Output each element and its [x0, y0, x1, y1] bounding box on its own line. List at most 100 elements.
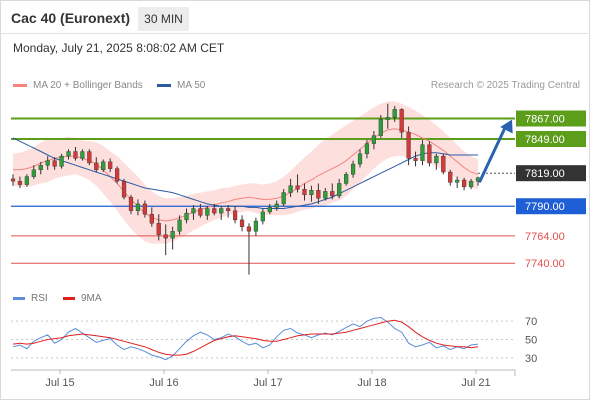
- candle: [385, 103, 390, 129]
- candle-body: [413, 158, 418, 161]
- candle-body: [260, 211, 265, 222]
- candle: [177, 215, 182, 235]
- candle-body: [274, 203, 279, 208]
- candle: [392, 105, 397, 122]
- candle: [302, 183, 307, 201]
- candle-body: [184, 212, 189, 221]
- candle: [10, 174, 16, 186]
- candle-body: [350, 163, 356, 175]
- legend-rsi: RSI: [13, 293, 48, 304]
- candle: [108, 158, 113, 173]
- candle: [434, 153, 439, 170]
- candle-body: [73, 151, 78, 159]
- candle-body: [392, 109, 397, 118]
- candle: [219, 206, 224, 220]
- candle: [253, 217, 259, 236]
- candle-body: [198, 208, 203, 216]
- candle: [128, 194, 134, 215]
- candle: [87, 149, 92, 166]
- candle: [441, 153, 446, 175]
- candle-body: [330, 191, 335, 197]
- level-tag-label: 7849.00: [525, 134, 565, 146]
- candle: [45, 156, 50, 170]
- timeframe-button[interactable]: 30 MIN: [138, 7, 189, 31]
- candle: [142, 200, 147, 218]
- level-tag-label: 7867.00: [525, 114, 565, 126]
- candle-body: [455, 179, 460, 183]
- candle: [135, 199, 141, 216]
- candle: [121, 178, 127, 200]
- candle-body: [226, 208, 231, 211]
- candle-body: [24, 176, 29, 185]
- candle-body: [399, 109, 404, 133]
- level-tag-label: 7819.00: [525, 168, 565, 180]
- rsi-swatch: [13, 296, 25, 300]
- rsi-line: [12, 316, 479, 361]
- rsi-tick-label: 50: [525, 335, 537, 347]
- candle-body: [128, 196, 134, 211]
- rsi-tick-label: 70: [525, 316, 537, 328]
- candle: [212, 203, 217, 216]
- candle-body: [468, 180, 474, 188]
- legend-ma20-label: MA 20 + Bollinger Bands: [33, 80, 143, 91]
- candle-body: [371, 135, 377, 144]
- candle-body: [163, 234, 168, 239]
- candle: [66, 149, 71, 160]
- candle: [281, 189, 286, 207]
- candle: [17, 176, 23, 188]
- candle: [330, 183, 335, 200]
- candle: [413, 151, 418, 167]
- candle-body: [142, 203, 147, 215]
- candle: [364, 140, 370, 159]
- candle: [267, 203, 272, 215]
- candle-body: [309, 190, 314, 196]
- candle: [427, 141, 432, 167]
- x-tick-label: Jul 21: [461, 377, 490, 389]
- candle-body: [427, 144, 432, 164]
- candle-body: [448, 171, 453, 183]
- candle: [59, 153, 64, 169]
- candle-body: [378, 119, 383, 136]
- candle: [198, 203, 203, 218]
- candle-body: [253, 220, 259, 232]
- header-divider: [0, 33, 590, 34]
- level-tag-label: 7764.00: [525, 231, 565, 243]
- candle: [288, 178, 293, 198]
- candle-body: [114, 168, 120, 182]
- candle-body: [108, 161, 113, 169]
- candle: [371, 131, 377, 150]
- candle-body: [316, 190, 321, 199]
- candle-body: [434, 155, 439, 164]
- candle: [94, 157, 99, 173]
- candle: [149, 207, 154, 227]
- legend-rsi-label: RSI: [31, 293, 48, 304]
- candle: [468, 178, 474, 190]
- candle: [316, 183, 321, 204]
- candle: [156, 214, 161, 241]
- candle-body: [420, 144, 425, 161]
- candle-body: [66, 151, 71, 157]
- legend-ma20: MA 20 + Bollinger Bands: [13, 80, 143, 91]
- candle: [406, 126, 411, 166]
- candle-body: [281, 192, 286, 205]
- candle: [323, 188, 328, 201]
- legend-9ma-label: 9MA: [81, 293, 102, 304]
- candle-body: [406, 131, 411, 159]
- candle: [357, 149, 363, 168]
- candle-body: [101, 161, 106, 170]
- ma50-line: [12, 137, 478, 209]
- candle: [462, 177, 467, 191]
- candle-body: [212, 208, 217, 214]
- projection-arrow: [478, 124, 508, 183]
- candle-body: [462, 179, 467, 188]
- candle: [226, 205, 231, 218]
- legend-ma50: MA 50: [157, 80, 205, 91]
- candle: [191, 205, 196, 220]
- candle-body: [38, 165, 43, 170]
- instrument-title: Cac 40 (Euronext): [11, 10, 131, 26]
- x-tick-label: Jul 18: [357, 377, 386, 389]
- candle-body: [121, 180, 127, 198]
- candle-body: [219, 208, 224, 214]
- candle: [337, 178, 342, 199]
